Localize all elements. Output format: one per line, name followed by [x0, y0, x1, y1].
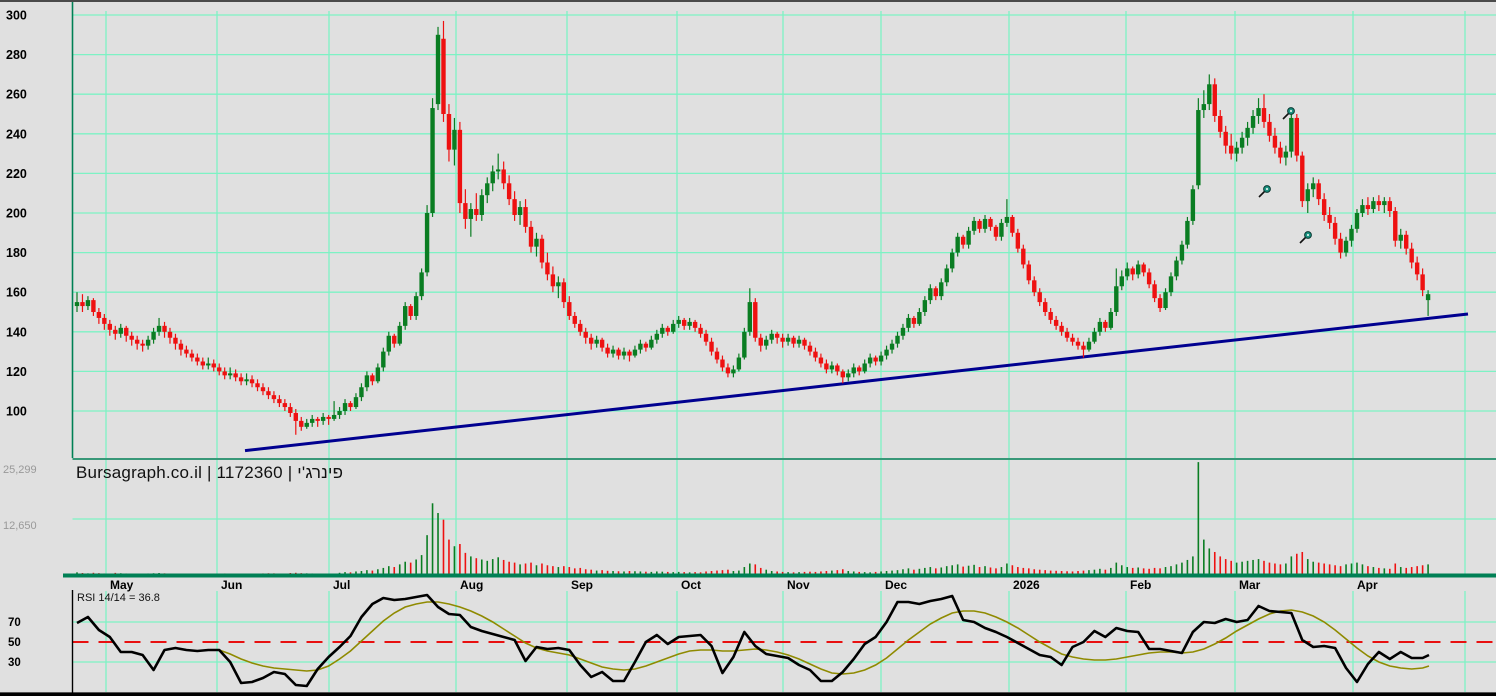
svg-text:220: 220 [6, 167, 27, 181]
svg-text:70: 70 [8, 617, 21, 629]
svg-text:Mar: Mar [1239, 578, 1261, 592]
svg-text:280: 280 [6, 48, 27, 62]
month-axis-labels: May Jun Jul Aug Sep Oct Nov Dec 2026 Feb Mar Apr [110, 578, 1378, 592]
svg-text:Feb: Feb [1130, 578, 1151, 592]
svg-text:Dec: Dec [885, 578, 907, 592]
svg-text:12,650: 12,650 [3, 520, 37, 532]
svg-text:Jul: Jul [333, 578, 350, 592]
svg-text:Aug: Aug [460, 578, 483, 592]
svg-text:260: 260 [6, 88, 27, 102]
svg-text:140: 140 [6, 325, 27, 339]
svg-text:200: 200 [6, 207, 27, 221]
svg-text:160: 160 [6, 286, 27, 300]
svg-text:300: 300 [6, 9, 27, 23]
svg-text:100: 100 [6, 405, 27, 419]
svg-text:30: 30 [8, 657, 21, 669]
main-gridlines [73, 15, 1496, 411]
svg-text:Nov: Nov [787, 578, 810, 592]
svg-text:240: 240 [6, 127, 27, 141]
watermark-title: Bursagraph.co.il | 1172360 | פינרג'י [76, 463, 343, 483]
rsi-axis-labels: 70 50 30 [8, 617, 21, 669]
svg-text:Jun: Jun [221, 578, 242, 592]
rsi-indicator-label: RSI 14/14 = 36.8 [77, 592, 160, 604]
svg-text:120: 120 [6, 365, 27, 379]
volume-axis-labels: 25,299 12,650 [3, 464, 37, 532]
svg-text:2026: 2026 [1013, 578, 1040, 592]
svg-text:180: 180 [6, 246, 27, 260]
price-axis-labels: 300 280 260 240 220 200 180 160 140 120 100 [6, 9, 27, 419]
svg-text:Sep: Sep [571, 578, 593, 592]
candles-layer [75, 21, 1430, 435]
svg-text:May: May [110, 578, 134, 592]
svg-text:Oct: Oct [681, 578, 701, 592]
svg-text:25,299: 25,299 [3, 464, 37, 476]
svg-text:Apr: Apr [1357, 578, 1378, 592]
trendline[interactable] [245, 314, 1468, 451]
month-gridlines [106, 11, 1465, 692]
rsi-ma-line [219, 602, 1429, 674]
rsi-line [77, 595, 1429, 686]
svg-text:50: 50 [8, 637, 21, 649]
